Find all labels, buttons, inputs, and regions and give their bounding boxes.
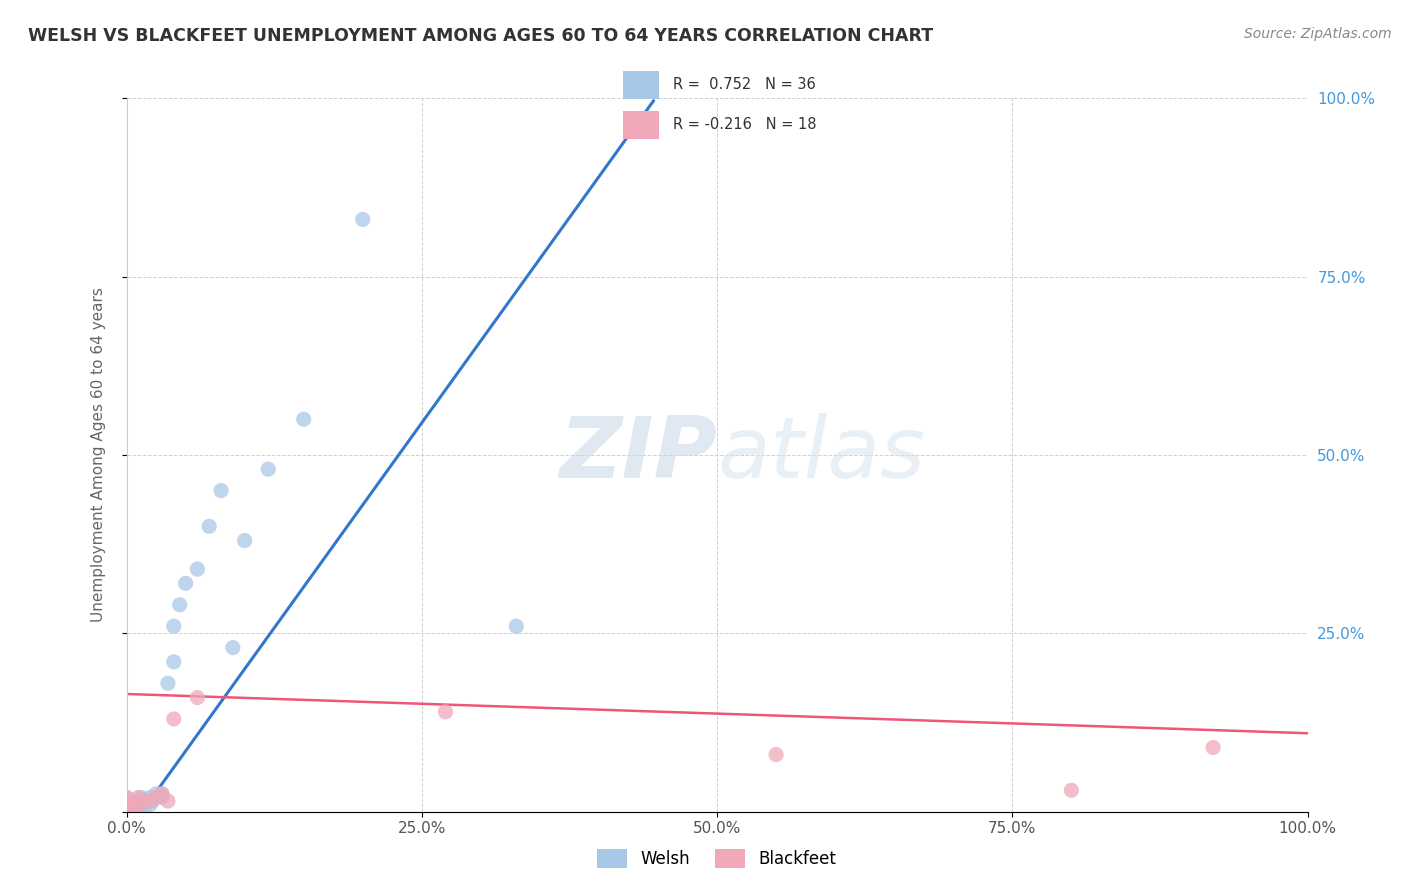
Point	[127, 797, 149, 812]
Point	[150, 790, 173, 805]
Point	[186, 562, 208, 576]
Point	[134, 794, 156, 808]
Point	[115, 805, 138, 819]
Y-axis label: Unemployment Among Ages 60 to 64 years: Unemployment Among Ages 60 to 64 years	[91, 287, 105, 623]
Point	[127, 790, 149, 805]
Point	[156, 676, 179, 690]
Point	[233, 533, 256, 548]
Point	[292, 412, 315, 426]
Legend: Welsh, Blackfeet: Welsh, Blackfeet	[591, 842, 844, 875]
Point	[127, 801, 149, 815]
Point	[163, 655, 186, 669]
Point	[169, 598, 191, 612]
Text: R = -0.216   N = 18: R = -0.216 N = 18	[673, 117, 817, 132]
Point	[139, 794, 162, 808]
Point	[209, 483, 232, 498]
Point	[222, 640, 245, 655]
Point	[115, 790, 138, 805]
Point	[127, 794, 149, 808]
Point	[174, 576, 197, 591]
Point	[127, 805, 149, 819]
Point	[121, 801, 143, 815]
Point	[139, 797, 162, 812]
Point	[150, 787, 173, 801]
Point	[1060, 783, 1083, 797]
Point	[141, 794, 163, 808]
Text: Source: ZipAtlas.com: Source: ZipAtlas.com	[1244, 27, 1392, 41]
Point	[156, 794, 179, 808]
Point	[121, 797, 143, 812]
Point	[434, 705, 457, 719]
Point	[129, 797, 152, 812]
Point	[124, 797, 146, 812]
Point	[198, 519, 221, 533]
Point	[129, 790, 152, 805]
Point	[115, 801, 138, 815]
Point	[121, 805, 143, 819]
Text: atlas: atlas	[717, 413, 925, 497]
Point	[765, 747, 787, 762]
Point	[145, 790, 167, 805]
Text: R =  0.752   N = 36: R = 0.752 N = 36	[673, 77, 817, 92]
Point	[115, 797, 138, 812]
Bar	[623, 111, 659, 139]
Point	[115, 797, 138, 812]
Point	[352, 212, 374, 227]
Point	[257, 462, 280, 476]
Point	[163, 619, 186, 633]
Point	[163, 712, 186, 726]
Point	[186, 690, 208, 705]
Point	[505, 619, 527, 633]
Point	[145, 787, 167, 801]
Point	[1202, 740, 1225, 755]
Point	[134, 794, 156, 808]
Point	[124, 805, 146, 819]
Point	[150, 787, 173, 801]
Point	[121, 801, 143, 815]
Point	[115, 790, 138, 805]
Bar	[623, 71, 659, 99]
Point	[145, 790, 167, 805]
Text: ZIP: ZIP	[560, 413, 717, 497]
Point	[134, 801, 156, 815]
Text: WELSH VS BLACKFEET UNEMPLOYMENT AMONG AGES 60 TO 64 YEARS CORRELATION CHART: WELSH VS BLACKFEET UNEMPLOYMENT AMONG AG…	[28, 27, 934, 45]
Point	[115, 801, 138, 815]
Point	[139, 790, 162, 805]
